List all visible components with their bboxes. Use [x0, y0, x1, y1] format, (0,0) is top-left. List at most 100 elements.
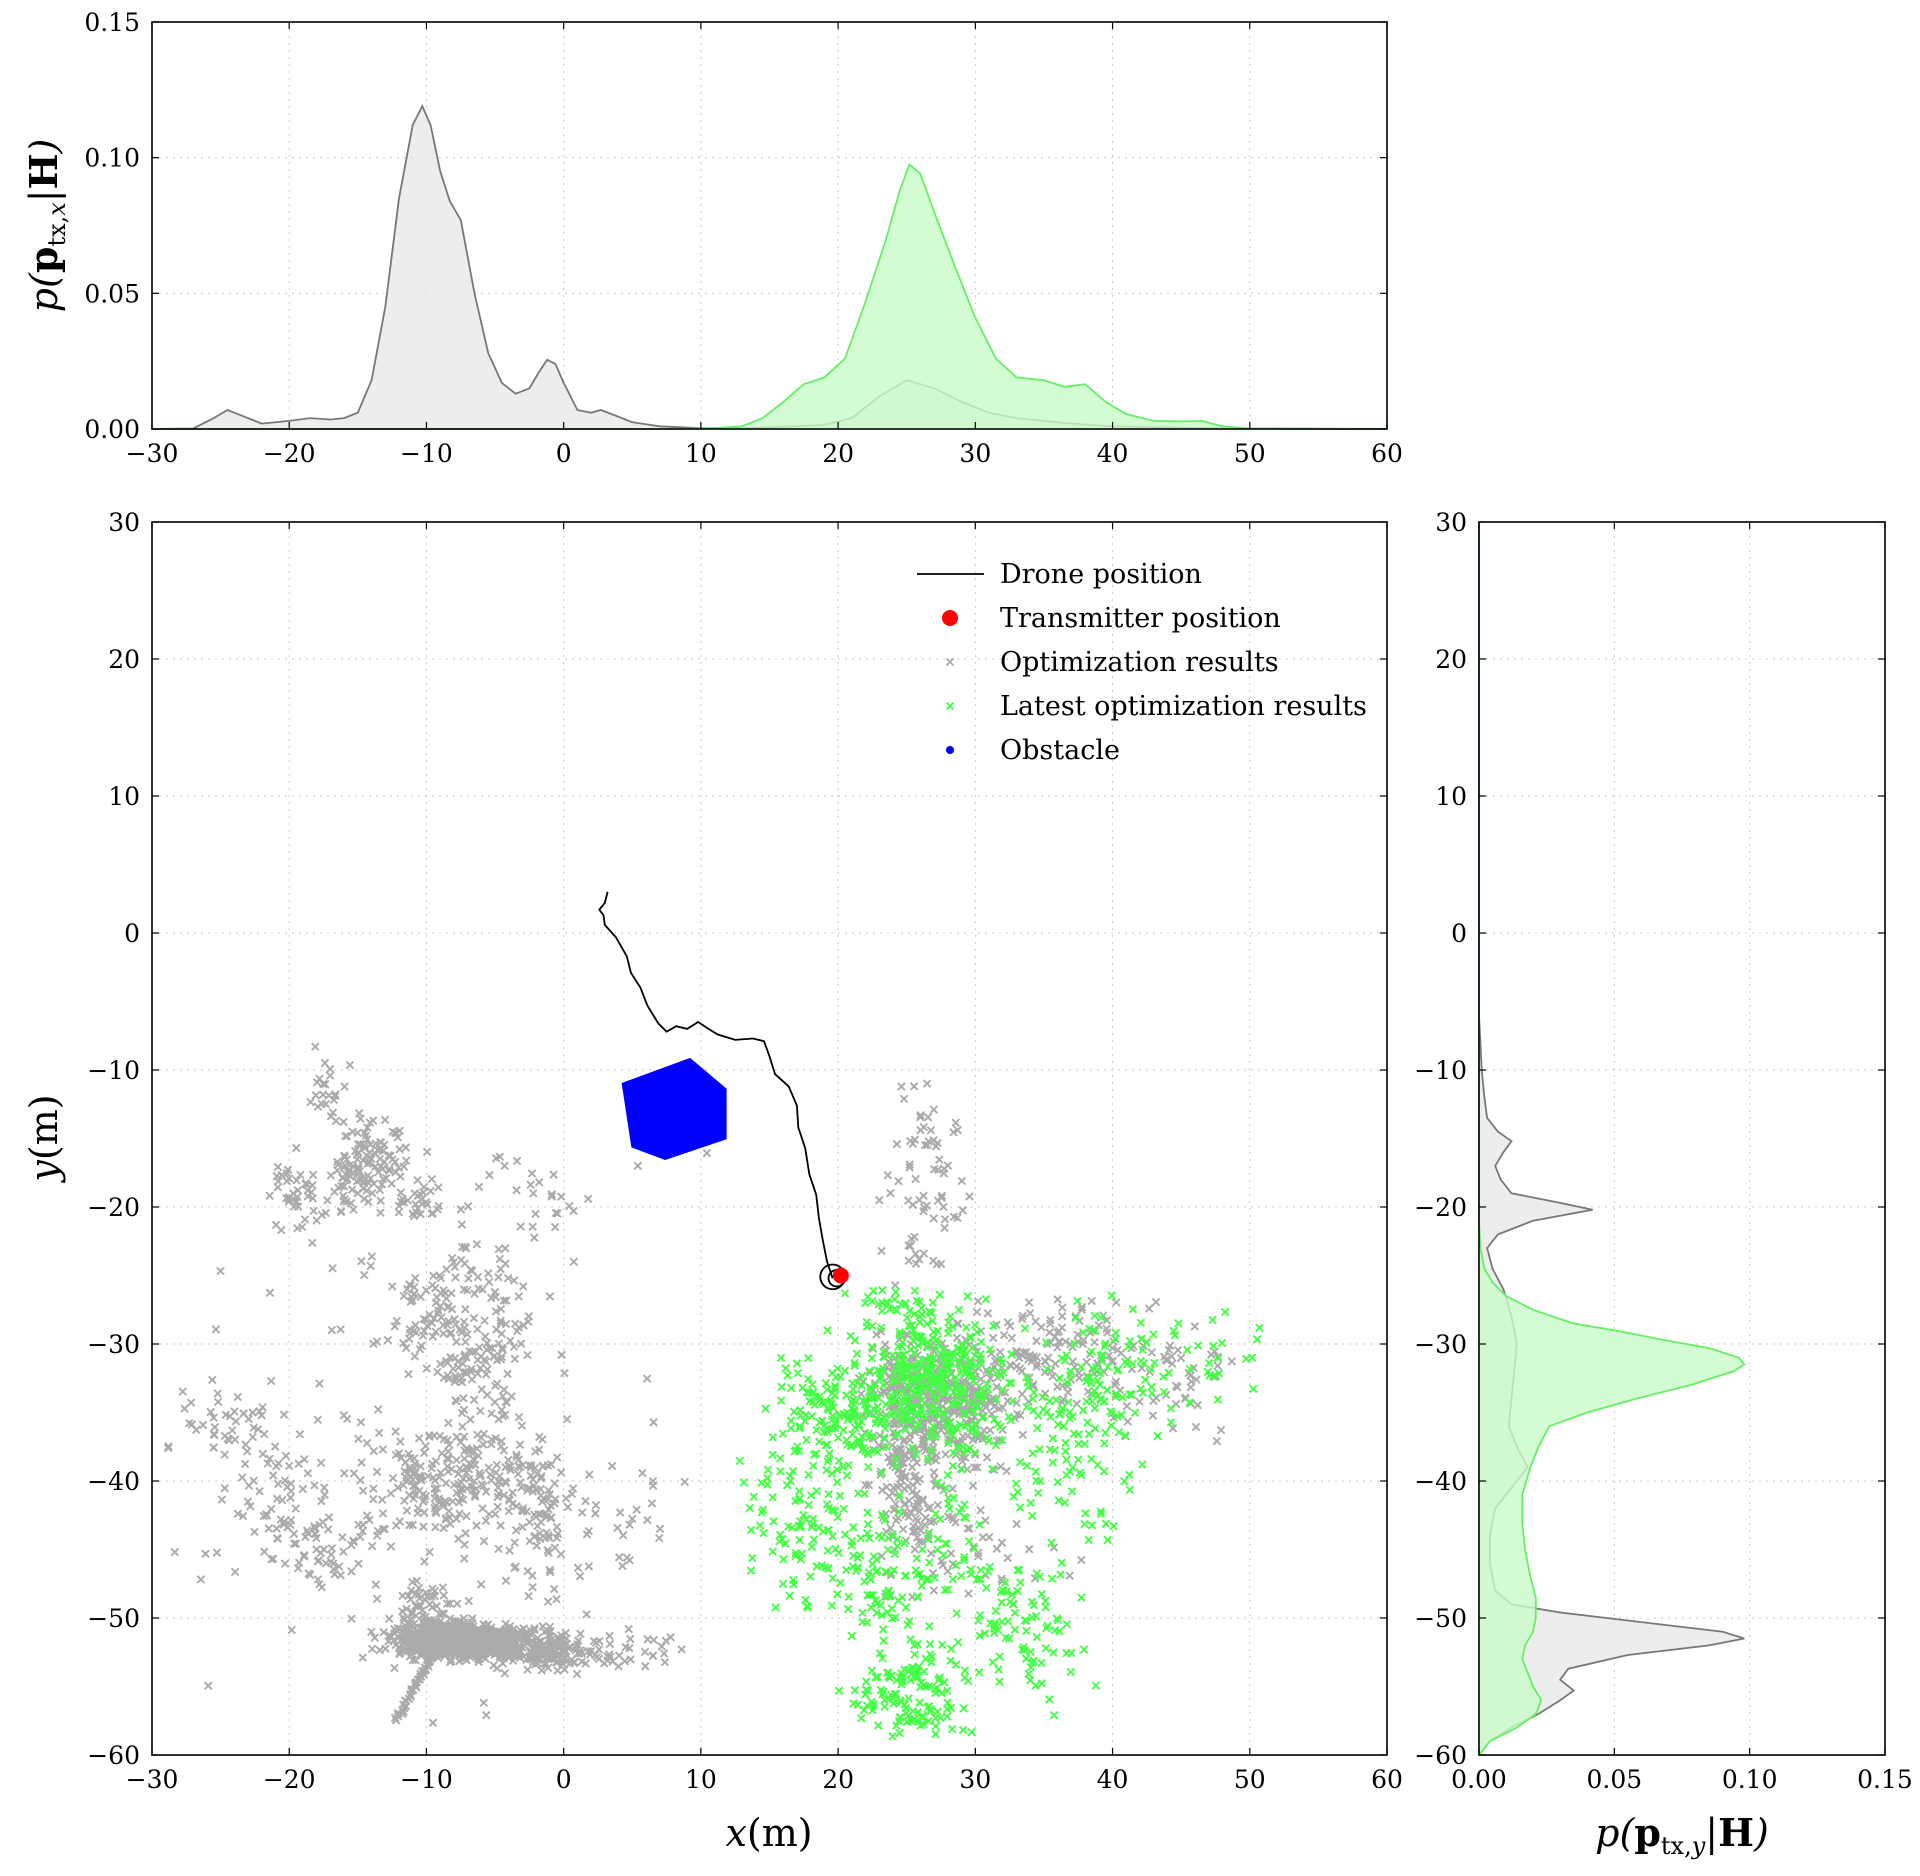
- optimization-point: [576, 1629, 585, 1639]
- optimization-point: [255, 1487, 264, 1496]
- optimization-point: [317, 1583, 327, 1592]
- optimization-point: [283, 1482, 292, 1492]
- right-y-tick-label: 0: [1451, 919, 1467, 948]
- top-x-tick-label: 30: [959, 439, 991, 468]
- optimization-point: [546, 1567, 555, 1577]
- right-y-tick-label: 10: [1435, 782, 1467, 811]
- optimization-point: [349, 1205, 358, 1214]
- top-y-tick-label: 0.10: [84, 144, 140, 173]
- optimization-point: [404, 1369, 413, 1379]
- latest-optimization-point: [893, 1596, 903, 1605]
- optimization-point: [434, 1183, 443, 1192]
- optimization-point: [451, 1273, 460, 1282]
- optimization-point: [655, 1533, 664, 1543]
- optimization-point: [470, 1492, 480, 1502]
- optimization-point: [462, 1643, 472, 1653]
- latest-optimization-point: [1026, 1498, 1035, 1508]
- optimization-point: [405, 1280, 414, 1289]
- latest-optimization-point: [1062, 1648, 1071, 1658]
- optimization-point: [547, 1190, 557, 1199]
- optimization-point: [265, 1288, 275, 1298]
- latest-optimization-point: [1220, 1307, 1230, 1317]
- optimization-point: [498, 1391, 508, 1401]
- latest-optimization-point: [1166, 1404, 1176, 1413]
- optimization-point: [626, 1655, 635, 1664]
- optimization-point: [591, 1509, 600, 1518]
- latest-optimization-point: [801, 1595, 810, 1605]
- latest-optimization-point: [1034, 1411, 1043, 1421]
- optimization-point: [465, 1346, 474, 1356]
- optimization-point: [338, 1533, 347, 1542]
- latest-optimization-point: [976, 1337, 986, 1347]
- optimization-point: [326, 1111, 336, 1121]
- optimization-point: [475, 1468, 484, 1478]
- optimization-point: [319, 1483, 329, 1492]
- right-y-tick-label: −20: [1414, 1193, 1467, 1222]
- optimization-point: [339, 1163, 349, 1172]
- latest-optimization-point: [1037, 1679, 1047, 1688]
- optimization-point: [293, 1563, 303, 1573]
- latest-optimization-point: [739, 1478, 749, 1487]
- optimization-point: [534, 1445, 544, 1454]
- optimization-point: [239, 1409, 249, 1418]
- latest-optimization-point: [956, 1571, 966, 1581]
- optimization-point: [258, 1449, 268, 1459]
- optimization-point: [384, 1166, 394, 1176]
- optimization-point: [447, 1464, 456, 1474]
- latest-optimization-point: [1149, 1330, 1158, 1339]
- latest-optimization-point: [994, 1665, 1003, 1674]
- optimization-point: [933, 1196, 943, 1205]
- latest-optimization-point: [879, 1636, 888, 1646]
- optimization-point: [516, 1222, 525, 1231]
- optimization-point: [272, 1494, 282, 1504]
- optimization-point: [1148, 1411, 1158, 1420]
- optimization-point: [362, 1135, 372, 1144]
- optimization-point: [438, 1583, 448, 1592]
- latest-optimization-point: [935, 1290, 945, 1299]
- latest-optimization-point: [906, 1635, 915, 1644]
- optimization-point: [378, 1445, 388, 1454]
- optimization-point: [320, 1079, 330, 1089]
- optimization-point: [479, 1429, 489, 1439]
- latest-optimization-point: [1025, 1676, 1035, 1685]
- optimization-point: [314, 1556, 323, 1565]
- optimization-point: [244, 1481, 254, 1490]
- latest-optimization-point: [1015, 1457, 1025, 1467]
- optimization-point: [416, 1209, 425, 1219]
- optimization-point: [474, 1451, 483, 1461]
- optimization-point: [265, 1454, 274, 1463]
- optimization-point: [308, 1194, 318, 1203]
- optimization-point: [555, 1635, 565, 1645]
- optimization-point: [518, 1320, 528, 1330]
- latest-optimization-point: [1057, 1558, 1066, 1568]
- right-y-tick-label: −30: [1414, 1330, 1467, 1359]
- legend-label-drone-position: Drone position: [1000, 559, 1202, 590]
- optimization-point: [561, 1494, 571, 1503]
- latest-optimization-point: [840, 1530, 850, 1539]
- optimization-point: [461, 1528, 470, 1538]
- latest-optimization-point: [1037, 1589, 1046, 1599]
- latest-optimization-point: [939, 1550, 948, 1560]
- optimization-point: [354, 1520, 363, 1529]
- optimization-point: [958, 1457, 967, 1466]
- optimization-point: [481, 1487, 491, 1496]
- optimization-point: [438, 1609, 447, 1618]
- optimization-point: [518, 1282, 528, 1291]
- optimization-point: [508, 1488, 517, 1497]
- optimization-point: [607, 1461, 617, 1471]
- optimization-point: [447, 1288, 456, 1298]
- optimization-point: [411, 1601, 420, 1611]
- optimization-point: [320, 1490, 329, 1500]
- main-grid: [152, 522, 1387, 1755]
- latest-optimization-point: [1140, 1375, 1150, 1384]
- optimization-point: [308, 1238, 317, 1248]
- optimization-point: [395, 1145, 404, 1154]
- optimization-point: [464, 1274, 473, 1283]
- optimization-point: [291, 1539, 301, 1549]
- optimization-point: [270, 1442, 280, 1451]
- latest-optimization-point: [804, 1354, 813, 1363]
- latest-optimization-point: [931, 1713, 940, 1723]
- optimization-point: [499, 1490, 509, 1500]
- optimization-point: [509, 1276, 519, 1285]
- optimization-point: [547, 1645, 557, 1654]
